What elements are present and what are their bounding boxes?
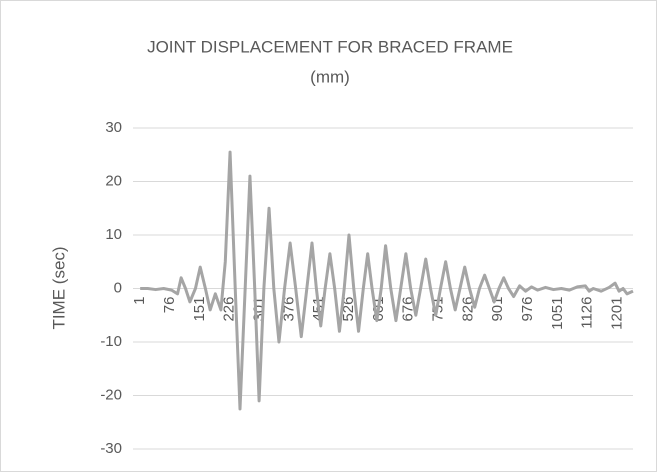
x-tick-label: 901 [489, 297, 506, 322]
x-tick-label: 151 [191, 297, 208, 322]
x-tick-label: 976 [519, 297, 536, 322]
x-tick-label: 226 [221, 297, 238, 322]
chart-title: JOINT DISPLACEMENT FOR BRACED FRAME [147, 37, 513, 56]
x-tick-label: 301 [250, 297, 267, 322]
y-tick-label: 0 [114, 279, 122, 296]
y-tick-label: 20 [105, 172, 122, 189]
x-tick-label: 76 [161, 297, 178, 314]
data-line [140, 150, 634, 411]
x-tick-label: 1201 [608, 297, 625, 330]
y-tick-label: -20 [100, 386, 122, 403]
x-tick-label: 1126 [579, 297, 596, 329]
y-tick-label: 30 [105, 119, 122, 136]
x-tick-label: 1 [131, 297, 148, 305]
y-tick-label: 10 [105, 226, 122, 243]
y-tick-label: -10 [100, 333, 122, 350]
x-tick-label: 1051 [549, 297, 566, 330]
y-tick-label: -30 [100, 440, 122, 457]
chart-title: (mm) [310, 67, 350, 86]
y-axis-title: TIME (sec) [49, 246, 68, 329]
x-tick-label: 526 [340, 297, 357, 322]
